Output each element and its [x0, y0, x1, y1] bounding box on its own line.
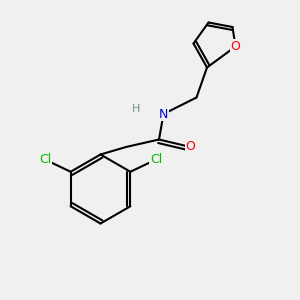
Text: O: O [231, 40, 240, 53]
Text: O: O [186, 140, 195, 154]
Text: H: H [132, 104, 141, 115]
Text: N: N [159, 107, 168, 121]
Text: Cl: Cl [150, 153, 162, 166]
Text: Cl: Cl [39, 153, 51, 166]
